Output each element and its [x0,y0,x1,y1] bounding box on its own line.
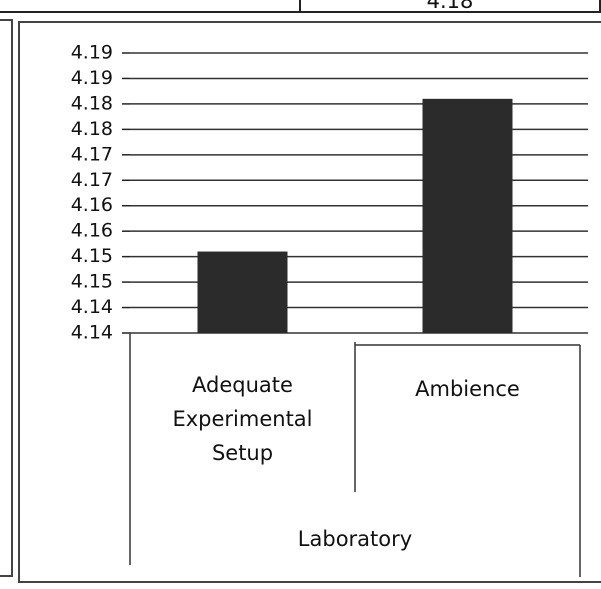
y-tick-label: 4.18 [71,92,113,114]
y-tick-label: 4.15 [71,271,113,293]
y-tick-label: 4.17 [71,143,113,165]
y-tick-label: 4.14 [71,322,113,344]
y-tick-label: 4.16 [71,194,113,216]
y-tick-label: 4.19 [71,67,113,89]
chart-frame [18,21,601,583]
x-tick-label: Adequate Experimental Setup [172,373,313,465]
y-tick-label: 4.15 [71,245,113,267]
bar [197,251,288,333]
y-tick-label: 4.16 [71,220,113,242]
y-tick-label: 4.17 [71,169,113,191]
table-cell [0,0,301,13]
bar [422,98,513,334]
table-cell-text: 4.18 [427,0,474,13]
left-frame [0,19,13,577]
y-tick-label: 4.14 [71,296,113,318]
y-tick-label: 4.18 [71,118,113,140]
table-cell [299,0,601,13]
x-group-label: Laboratory [297,527,413,551]
x-tick-label: Ambience [415,377,520,401]
y-tick-label: 4.19 [71,42,113,64]
